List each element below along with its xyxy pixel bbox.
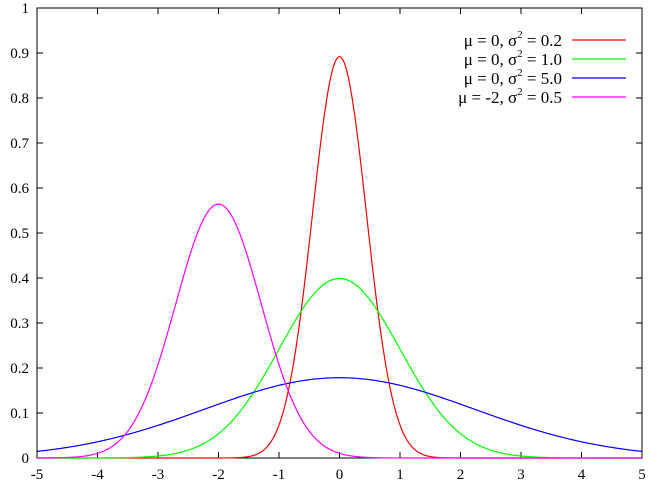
x-tick-label: 5 bbox=[638, 467, 646, 483]
legend-label-part: μ = bbox=[464, 69, 491, 88]
x-tick-label: 4 bbox=[578, 467, 586, 483]
x-tick-label: -1 bbox=[273, 467, 286, 483]
legend-label-part: 0, σ bbox=[491, 31, 517, 50]
x-tick-label: 2 bbox=[457, 467, 465, 483]
curve-series-1 bbox=[37, 277, 642, 459]
x-tick-label: -3 bbox=[152, 467, 165, 483]
legend-label-part: = 0.5 bbox=[523, 88, 562, 107]
y-tick-label: 0.3 bbox=[10, 316, 29, 332]
legend-label-part: μ = bbox=[464, 31, 491, 50]
legend-label-1: μ = 0, σ2 = 1.0 bbox=[464, 48, 562, 69]
curve-series-0 bbox=[37, 55, 642, 459]
curve-series-3 bbox=[36, 203, 642, 459]
legend-label-part: 2 bbox=[517, 86, 523, 98]
legend-label-part: μ = bbox=[458, 88, 485, 107]
legend-label-part: 2 bbox=[517, 29, 523, 41]
x-tick-label: -2 bbox=[212, 467, 225, 483]
legend: μ = 0, σ2 = 0.2μ = 0, σ2 = 1.0μ = 0, σ2 … bbox=[458, 29, 626, 107]
legend-label-part: -2, σ bbox=[485, 88, 517, 107]
legend-label-part: = 0.2 bbox=[523, 31, 562, 50]
legend-label-part: = 1.0 bbox=[523, 50, 562, 69]
x-tick-label: 1 bbox=[396, 467, 404, 483]
legend-label-part: 2 bbox=[517, 48, 523, 60]
axis-ticks: -5 -4 -3 -2 -1 0 1 2 3 4 5 0 0.1 0.2 0.3 0.4 0.5 0.6 0.7 0.… bbox=[10, 1, 646, 483]
legend-label-part: 2 bbox=[517, 67, 523, 79]
y-tick-label: 0.2 bbox=[10, 361, 29, 377]
legend-label-2: μ = 0, σ2 = 5.0 bbox=[464, 67, 562, 88]
legend-label-3: μ = -2, σ2 = 0.5 bbox=[458, 86, 562, 107]
y-tick-label: 1 bbox=[22, 1, 30, 17]
x-tick-label: 3 bbox=[517, 467, 525, 483]
legend-label-0: μ = 0, σ2 = 0.2 bbox=[464, 29, 562, 50]
x-tick-label: 0 bbox=[336, 467, 344, 483]
y-tick-label: 0.9 bbox=[10, 46, 29, 62]
pdf-curves bbox=[36, 55, 643, 459]
y-tick-label: 0.6 bbox=[10, 181, 29, 197]
legend-label-part: 0, σ bbox=[491, 69, 517, 88]
y-tick-label: 0.5 bbox=[10, 226, 29, 242]
y-tick-label: 0 bbox=[22, 451, 30, 467]
y-tick-label: 0.4 bbox=[10, 271, 29, 287]
legend-label-part: = 5.0 bbox=[523, 69, 562, 88]
legend-label-part: 0, σ bbox=[491, 50, 517, 69]
legend-label-part: μ = bbox=[464, 50, 491, 69]
y-tick-label: 0.8 bbox=[10, 91, 29, 107]
y-tick-label: 0.7 bbox=[10, 136, 29, 152]
curve-series-2 bbox=[36, 377, 643, 453]
x-tick-label: -4 bbox=[91, 467, 104, 483]
y-tick-label: 0.1 bbox=[10, 406, 29, 422]
x-tick-label: -5 bbox=[31, 467, 44, 483]
